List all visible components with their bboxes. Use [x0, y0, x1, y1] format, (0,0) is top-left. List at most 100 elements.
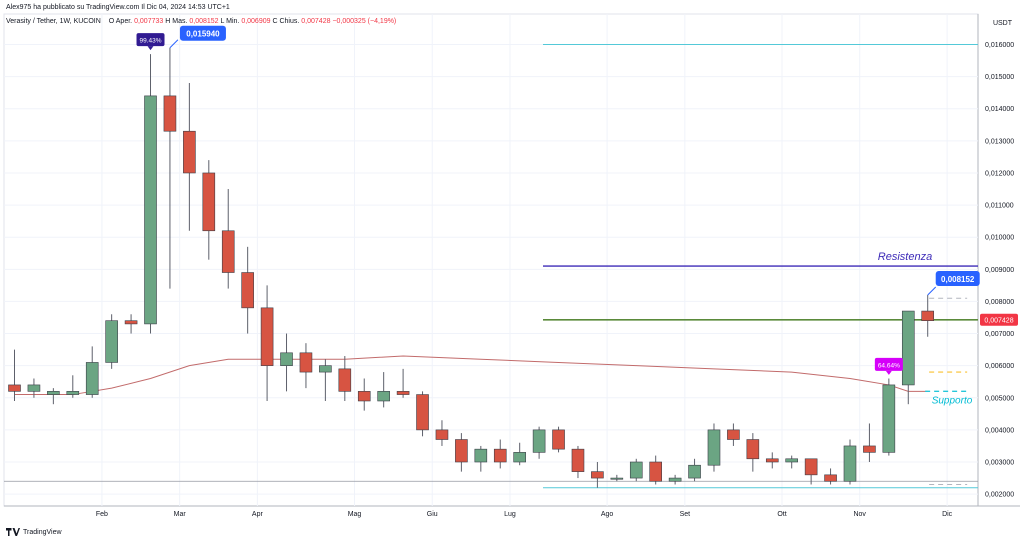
close-caption: Chius. [279, 18, 300, 25]
y-tick-label: 0,009000 [985, 267, 1014, 274]
candle-down [804, 458, 818, 476]
candle-up [629, 461, 643, 479]
y-tick-label: 0,006000 [985, 363, 1014, 370]
y-tick-label: 0,010000 [985, 235, 1014, 242]
tradingview-footer: TradingView [6, 528, 62, 536]
y-tick-label: 0,005000 [985, 395, 1014, 402]
low-label: L [220, 18, 225, 25]
candle-up [532, 429, 546, 453]
y-tick-label: 0,004000 [985, 427, 1014, 434]
candle-down [455, 439, 468, 463]
y-tick-label: 0,014000 [985, 106, 1014, 113]
candle-up [47, 391, 60, 395]
candle-down [746, 439, 760, 460]
candle-up [66, 391, 80, 395]
candle-down [493, 448, 507, 463]
candle-up [319, 365, 332, 373]
pct-label-2: 64.64% [878, 362, 900, 369]
candle-up [707, 429, 721, 466]
brand-text: TradingView [23, 528, 62, 536]
candle-up [377, 391, 390, 402]
candle-down [260, 307, 274, 366]
candle-down [435, 429, 449, 440]
candle-down [8, 384, 21, 392]
y-tick-label: 0,007000 [985, 331, 1014, 338]
x-tick-label: Mar [174, 511, 187, 518]
candle-up [882, 384, 896, 453]
candle-up [843, 445, 857, 482]
tradingview-logo-icon [6, 528, 20, 536]
current-high-label: 0,008152 [941, 275, 975, 284]
candle-down [163, 95, 177, 132]
candle-up [27, 384, 41, 392]
candle-up [280, 352, 293, 366]
candle-down [396, 391, 410, 395]
candle-up [610, 477, 624, 480]
pct-label-1-pointer [147, 46, 154, 51]
y-tick-label: 0,012000 [985, 170, 1014, 177]
published-by-line: Alex975 ha pubblicato su TradingView.com… [6, 4, 230, 11]
moving-average-line [14, 355, 928, 396]
high-value: 0,008152 [189, 18, 219, 25]
resistance-label: Resistenza [878, 251, 932, 263]
support-label: Supporto [932, 395, 973, 406]
close-value: 0,007428 [301, 18, 331, 25]
candle-up [474, 448, 488, 463]
high-label: H [165, 18, 171, 25]
x-tick-label: Nov [853, 511, 866, 518]
x-tick-label: Mag [348, 511, 362, 518]
pct-label-2-pointer [885, 370, 892, 375]
low-caption: Min. [226, 18, 240, 25]
x-tick-label: Apr [252, 511, 264, 518]
currency-label: USDT [992, 20, 1012, 27]
candle-up [85, 362, 99, 395]
y-tick-label: 0,013000 [985, 138, 1014, 145]
candle-down [338, 368, 352, 392]
y-tick-label: 0,008000 [985, 299, 1014, 306]
low-value: 0,006909 [241, 18, 271, 25]
pct-label-1-box [136, 33, 165, 47]
candle-down [824, 474, 837, 482]
candle-down [571, 448, 585, 472]
price-tag-label: 0,007428 [984, 317, 1013, 324]
candle-up [105, 320, 118, 363]
x-tick-label: Ott [777, 511, 786, 518]
candle-up [144, 95, 157, 325]
open-label: O [108, 18, 115, 25]
candle-down [416, 394, 429, 431]
high-callout-label-box [179, 25, 226, 41]
candle-down [765, 458, 779, 463]
current-high-pointer [927, 286, 937, 296]
x-tick-label: Ago [601, 511, 614, 518]
open-caption: Aper. [115, 18, 133, 25]
candle-down [241, 272, 254, 309]
published-text: Alex975 ha pubblicato su TradingView.com… [6, 4, 230, 11]
high-callout-pointer [169, 39, 179, 49]
candle-down [649, 461, 662, 482]
x-tick-label: Dic [942, 511, 953, 518]
x-tick-label: Lug [504, 511, 516, 518]
x-tick-label: Set [680, 511, 691, 518]
candle-down [221, 230, 235, 273]
candle-up [513, 452, 526, 463]
x-tick-label: Giu [427, 511, 438, 518]
candle-down [727, 429, 740, 440]
close-label: C [272, 18, 278, 25]
high-caption: Mas. [172, 18, 188, 25]
open-value: 0,007733 [134, 18, 164, 25]
candle-up [785, 458, 799, 463]
candle-down [921, 310, 935, 321]
change-value: −0,000325 (−4,19%) [332, 18, 397, 25]
candle-down [202, 172, 216, 232]
candle-down [299, 352, 313, 373]
candle-up [688, 464, 701, 479]
candle-down [357, 391, 371, 402]
x-tick-label: Feb [96, 511, 108, 518]
price-tag-box [980, 313, 1018, 326]
y-tick-label: 0,011000 [985, 203, 1014, 210]
y-tick-label: 0,003000 [985, 460, 1014, 467]
pct-label-1: 99.43% [139, 38, 161, 45]
current-high-label-box [935, 271, 980, 287]
symbol-name: Verasity / Tether, 1W, KUCOIN [6, 18, 101, 25]
